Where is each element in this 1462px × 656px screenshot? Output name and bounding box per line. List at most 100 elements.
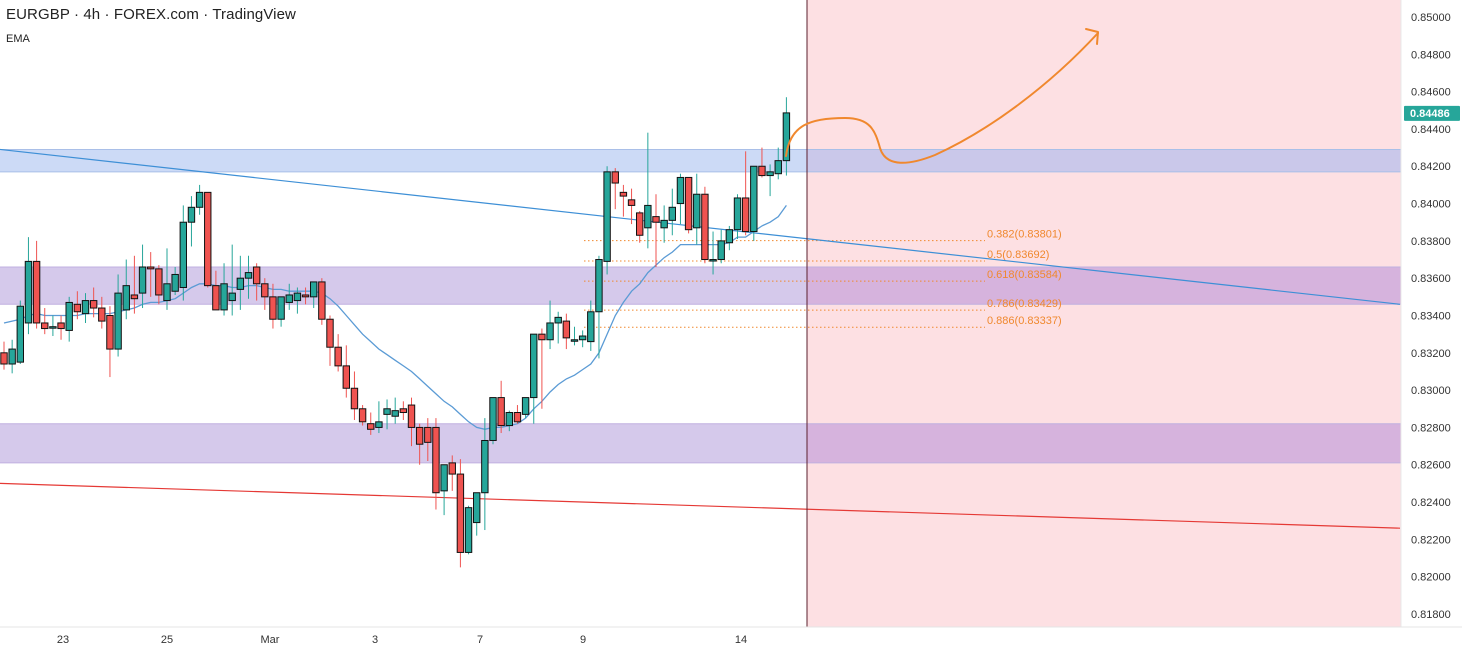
bullish-candle[interactable] [8,348,16,365]
bullish-candle[interactable] [570,339,579,342]
bearish-candle[interactable] [98,307,106,322]
bullish-candle[interactable] [49,326,57,329]
bullish-candle[interactable] [766,171,774,177]
bullish-candle[interactable] [521,397,530,415]
bearish-candle[interactable] [538,333,546,341]
bearish-candle[interactable] [212,285,220,311]
bullish-candle[interactable] [644,204,652,229]
bullish-candle[interactable] [391,410,399,417]
bullish-candle[interactable] [16,305,25,363]
descending-red-trendline[interactable] [0,482,1401,529]
bullish-candle[interactable] [277,296,285,320]
bearish-candle[interactable] [106,314,114,350]
bullish-candle[interactable] [220,283,228,311]
bullish-candle[interactable] [383,408,391,415]
bearish-candle[interactable] [301,294,310,298]
bullish-candle[interactable] [782,112,791,162]
bearish-candle[interactable] [636,212,644,236]
bearish-candle[interactable] [399,408,408,414]
bullish-candle[interactable] [122,285,130,311]
indicator-legend-ema[interactable]: EMA [6,33,30,45]
interval[interactable]: 4h [83,6,101,23]
bearish-candle[interactable] [155,268,163,296]
bearish-candle[interactable] [562,320,571,339]
bullish-candle[interactable] [228,292,236,302]
bullish-candle[interactable] [554,316,562,324]
bullish-candle[interactable] [774,160,782,175]
bullish-candle[interactable] [81,300,90,315]
bearish-candle[interactable] [57,322,65,330]
bullish-candle[interactable] [481,439,489,494]
bullish-candle[interactable] [236,277,245,290]
bearish-candle[interactable] [342,365,351,389]
bearish-candle[interactable] [497,397,505,427]
bullish-candle[interactable] [375,421,383,428]
bearish-candle[interactable] [701,193,709,261]
bearish-candle[interactable] [367,423,375,430]
bullish-candle[interactable] [693,193,701,229]
bullish-candle[interactable] [171,273,179,292]
bullish-candle[interactable] [530,333,538,399]
projection-arrow-path[interactable] [785,32,1099,164]
bullish-candle[interactable] [578,335,587,341]
bullish-candle[interactable] [65,301,73,331]
bullish-candle[interactable] [603,171,611,262]
bearish-candle[interactable] [358,408,367,423]
bearish-candle[interactable] [758,165,766,177]
bullish-candle[interactable] [293,292,302,302]
bullish-candle[interactable] [464,507,473,553]
bearish-candle[interactable] [741,197,750,233]
bearish-candle[interactable] [32,260,41,324]
bullish-candle[interactable] [676,176,685,205]
bearish-candle[interactable] [269,296,277,320]
bearish-candle[interactable] [334,346,342,367]
bearish-candle[interactable] [130,294,139,300]
bullish-candle[interactable] [244,272,253,279]
bullish-candle[interactable] [195,191,204,208]
bullish-candle[interactable] [546,322,554,341]
bullish-candle[interactable] [187,206,196,223]
bearish-candle[interactable] [432,426,440,494]
bearish-candle[interactable] [448,462,456,475]
bullish-candle[interactable] [489,397,497,441]
bullish-candle[interactable] [310,281,318,298]
bullish-candle[interactable] [114,292,122,350]
bearish-candle[interactable] [89,300,98,309]
bullish-candle[interactable] [750,165,758,233]
bearish-candle[interactable] [350,387,359,410]
bearish-candle[interactable] [252,266,261,285]
bearish-candle[interactable] [424,426,432,443]
bullish-candle[interactable] [285,294,293,303]
bullish-candle[interactable] [733,197,742,231]
bearish-candle[interactable] [326,318,334,348]
bearish-candle[interactable] [627,199,636,206]
bullish-candle[interactable] [587,311,595,343]
bearish-candle[interactable] [261,283,269,298]
bullish-candle[interactable] [440,464,448,492]
bearish-candle[interactable] [415,426,424,445]
bearish-candle[interactable] [0,352,8,365]
bearish-candle[interactable] [73,303,82,313]
bullish-candle[interactable] [179,221,188,289]
bullish-candle[interactable] [163,283,171,302]
bullish-candle[interactable] [668,206,676,221]
bullish-candle[interactable] [709,259,717,262]
bearish-candle[interactable] [41,322,49,330]
bearish-candle[interactable] [456,473,465,553]
symbol[interactable]: EURGBP [6,6,70,23]
bearish-candle[interactable] [407,404,416,428]
bullish-candle[interactable] [24,260,33,324]
bearish-candle[interactable] [318,281,326,320]
bullish-candle[interactable] [138,266,147,294]
time-axis[interactable]: 23 25 Mar 3 7 9 14 [0,626,1462,651]
bullish-candle[interactable] [717,240,725,261]
bearish-candle[interactable] [204,191,212,287]
bullish-candle[interactable] [595,259,603,313]
bearish-candle[interactable] [147,266,155,270]
bearish-candle[interactable] [611,171,619,184]
bearish-candle[interactable] [513,412,522,423]
bullish-candle[interactable] [725,229,734,244]
bearish-candle[interactable] [684,176,693,231]
